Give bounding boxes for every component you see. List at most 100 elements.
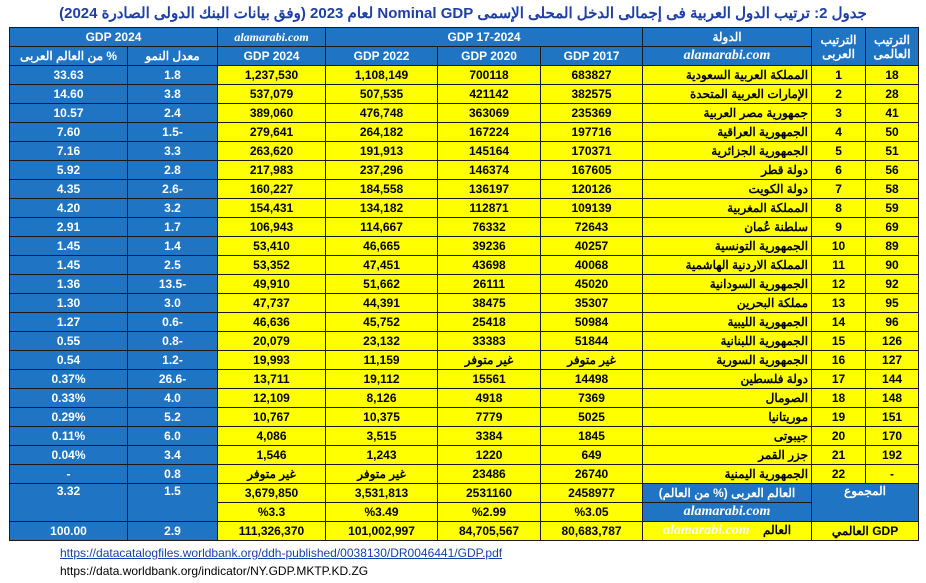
gdp-2024: 1,237,530 xyxy=(217,65,327,85)
table-row: 58 7 دولة الكويت 120126 136197 184,558 160,227… xyxy=(8,179,920,199)
gdp-2022: 10,375 xyxy=(325,407,439,427)
country-name: مملكة البحرين xyxy=(642,293,813,313)
world-rank: 170 xyxy=(865,426,920,446)
arab-share: 1.27 xyxy=(8,312,129,332)
arab-share: 33.63 xyxy=(8,65,129,85)
growth-rate: 3.0 xyxy=(127,293,219,313)
growth-rate: -26.6 xyxy=(127,369,219,389)
arab-share: 4.20 xyxy=(8,198,129,218)
world-rank: 90 xyxy=(865,255,920,275)
gdp-2017: 683827 xyxy=(540,65,644,85)
header-share: % من العالم العربى xyxy=(8,46,129,66)
gdp-2020: 43698 xyxy=(437,255,542,275)
gdp-2024: 10,767 xyxy=(217,407,327,427)
country-name: سلطنة عُمان xyxy=(642,217,813,237)
growth-rate: 1.8 xyxy=(127,65,219,85)
gdp-2017: 35307 xyxy=(540,293,644,313)
arab-share: 0.11% xyxy=(8,426,129,446)
world-row: GDP العالمي العالم alamarabi.com 80,683,… xyxy=(8,521,920,541)
table-row: 144 17 دولة فلسطين 14498 15561 19,112 13,711 -2… xyxy=(8,369,920,389)
gdp-2024: 263,620 xyxy=(217,141,327,161)
arab-share: 14.60 xyxy=(8,84,129,104)
arab-share: 1.30 xyxy=(8,293,129,313)
gdp-2022: 19,112 xyxy=(325,369,439,389)
total-watermark: alamarabi.com xyxy=(642,502,813,522)
table-row: 51 5 الجمهورية الجزائرية 170371 145164 191,91… xyxy=(8,141,920,161)
country-name: جزر القمر xyxy=(642,445,813,465)
world-rank: - xyxy=(865,464,920,484)
gdp-ranking-table: الترتيب العالمى الترتيب العربى الدولة GD… xyxy=(8,27,920,541)
gdp-2024: 12,109 xyxy=(217,388,327,408)
world-rank: 51 xyxy=(865,141,920,161)
gdp-2024: 47,737 xyxy=(217,293,327,313)
gdp-2017: 40257 xyxy=(540,236,644,256)
world-gdp-2022: 101,002,997 xyxy=(325,521,439,541)
gdp-2022: 507,535 xyxy=(325,84,439,104)
growth-rate: -0.8 xyxy=(127,331,219,351)
gdp-2022: 11,159 xyxy=(325,350,439,370)
table-row: 59 8 المملكة المغربية 109139 112871 134,182 15… xyxy=(8,198,920,218)
growth-rate: 5.2 xyxy=(127,407,219,427)
gdp-2017: 197716 xyxy=(540,122,644,142)
indicator-source-link[interactable]: https://data.worldbank.org/indicator/NY.… xyxy=(60,564,369,578)
world-rank: 126 xyxy=(865,331,920,351)
gdp-2020: 700118 xyxy=(437,65,542,85)
gdp-2020: 76332 xyxy=(437,217,542,237)
country-name: الصومال xyxy=(642,388,813,408)
world-rank: 92 xyxy=(865,274,920,294)
gdp-2020: 146374 xyxy=(437,160,542,180)
total-gdp-2022-pct: %3.49 xyxy=(325,502,439,522)
header-growth: معدل النمو xyxy=(127,46,219,66)
growth-rate: 4.0 xyxy=(127,388,219,408)
world-rank: 148 xyxy=(865,388,920,408)
gdp-2022: غير متوفر xyxy=(325,464,439,484)
world-growth: 2.9 xyxy=(127,521,219,541)
table-row: 89 10 الجمهورية التونسية 40257 39236 46,665 53… xyxy=(8,236,920,256)
gdp-2022: 237,296 xyxy=(325,160,439,180)
arab-rank: 13 xyxy=(811,293,867,313)
country-name: الجمهورية السورية xyxy=(642,350,813,370)
gdp-2024: 49,910 xyxy=(217,274,327,294)
growth-rate: 1.4 xyxy=(127,236,219,256)
country-name: المملكة الاردنية الهاشمية xyxy=(642,255,813,275)
world-gdp-2020: 84,705,567 xyxy=(437,521,542,541)
arab-share: 0.04% xyxy=(8,445,129,465)
gdp-2017: 14498 xyxy=(540,369,644,389)
table-row: 148 18 الصومال 7369 4918 8,126 12,109 4.0 0.33% xyxy=(8,388,920,408)
gdp-2024: 4,086 xyxy=(217,426,327,446)
world-rank: 144 xyxy=(865,369,920,389)
gdp-2020: 167224 xyxy=(437,122,542,142)
gdp-2024: 53,410 xyxy=(217,236,327,256)
header-growth-group: GDP 2024 xyxy=(8,27,219,47)
gdp-2020: 26111 xyxy=(437,274,542,294)
growth-rate: 3.4 xyxy=(127,445,219,465)
table-row: 126 15 الجمهورية اللبنانية 51844 33383 23,132… xyxy=(8,331,920,351)
table-row: 96 14 الجمهورية الليبية 50984 25418 45,752 46,… xyxy=(8,312,920,332)
gdp-2017: 45020 xyxy=(540,274,644,294)
arab-share: - xyxy=(8,464,129,484)
world-rank: 127 xyxy=(865,350,920,370)
gdp-2022: 134,182 xyxy=(325,198,439,218)
arab-rank: 19 xyxy=(811,407,867,427)
world-name: العالم alamarabi.com xyxy=(642,521,813,541)
country-name: الجمهورية الجزائرية xyxy=(642,141,813,161)
table-row: 69 9 سلطنة عُمان 72643 76332 114,667 106,943 1.… xyxy=(8,217,920,237)
pdf-source-link[interactable]: https://datacatalogfiles.worldbank.org/d… xyxy=(60,546,503,560)
gdp-2017: 235369 xyxy=(540,103,644,123)
total-gdp-2020: 2531160 xyxy=(437,483,542,503)
arab-share: 5.92 xyxy=(8,160,129,180)
country-name: الجمهورية اليمنية xyxy=(642,464,813,484)
gdp-2024: 53,352 xyxy=(217,255,327,275)
arab-rank: 10 xyxy=(811,236,867,256)
gdp-2022: 47,451 xyxy=(325,255,439,275)
world-share: 100.00 xyxy=(8,521,129,541)
arab-rank: 9 xyxy=(811,217,867,237)
arab-rank: 4 xyxy=(811,122,867,142)
arab-rank: 7 xyxy=(811,179,867,199)
growth-rate: 1.7 xyxy=(127,217,219,237)
gdp-2022: 23,132 xyxy=(325,331,439,351)
table-row: 192 21 جزر القمر 649 1220 1,243 1,546 3.4 0.04% xyxy=(8,445,920,465)
gdp-2022: 46,665 xyxy=(325,236,439,256)
country-name: دولة فلسطين xyxy=(642,369,813,389)
table-row: 18 1 المملكة العربية السعودية 683827 700118 1… xyxy=(8,65,920,85)
